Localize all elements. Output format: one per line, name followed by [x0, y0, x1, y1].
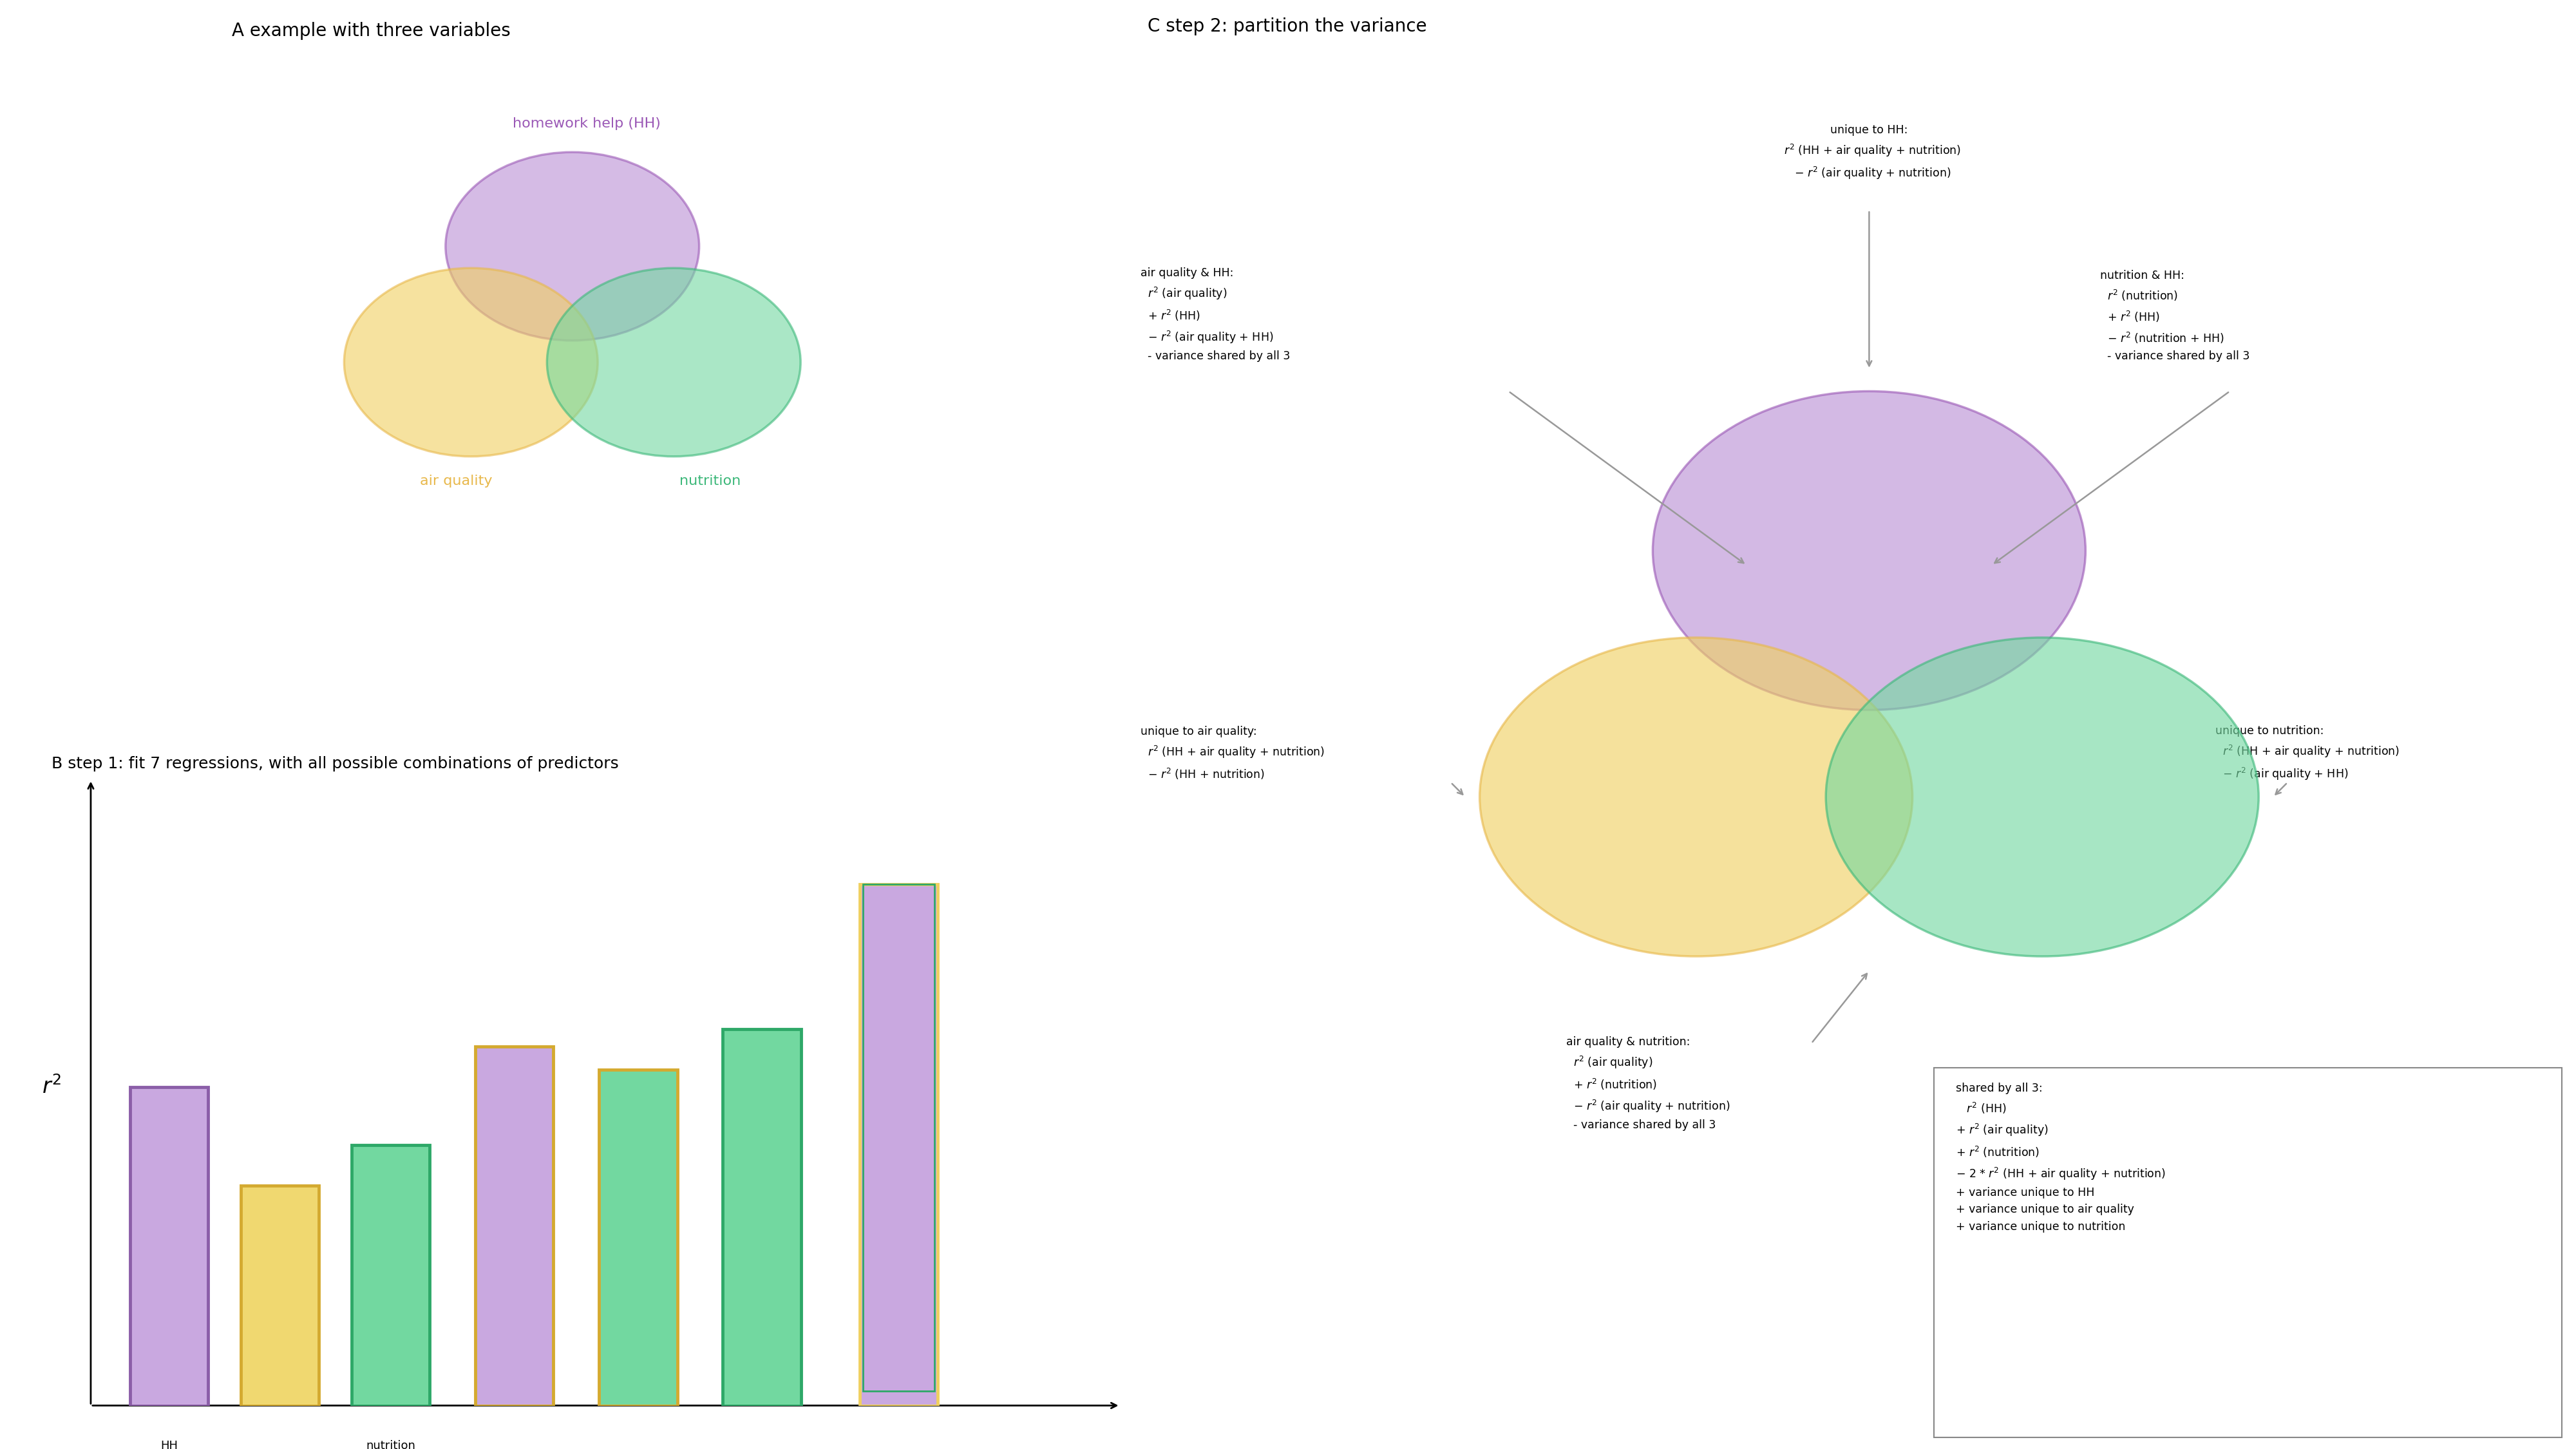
- Bar: [129, 1087, 209, 1406]
- Ellipse shape: [1479, 638, 1911, 956]
- Text: air quality & nutrition:
  $r^2$ (air quality)
  $+$ $r^2$ (nutrition)
  $-$ $r^: air quality & nutrition: $r^2$ (air qual…: [1566, 1036, 1731, 1130]
- Text: nutrition & HH:
  $r^2$ (nutrition)
  $+$ $r^2$ (HH)
  $-$ $r^2$ (nutrition + HH: nutrition & HH: $r^2$ (nutrition) $+$ $r…: [2099, 270, 2249, 362]
- Text: homework help (HH): homework help (HH): [513, 117, 662, 130]
- Bar: [350, 1145, 430, 1406]
- Text: $r^2$: $r^2$: [41, 1075, 62, 1098]
- Text: shared by all 3:
   $r^2$ (HH)
$+$ $r^2$ (air quality)
$+$ $r^2$ (nutrition)
$-$: shared by all 3: $r^2$ (HH) $+$ $r^2$ (a…: [1955, 1082, 2166, 1233]
- Bar: [240, 1185, 319, 1406]
- Ellipse shape: [446, 152, 698, 341]
- Ellipse shape: [546, 268, 801, 456]
- Bar: [724, 1029, 801, 1406]
- Text: C step 2: partition the variance: C step 2: partition the variance: [1149, 17, 1427, 35]
- Bar: [863, 884, 935, 1391]
- Text: air quality & HH:
  $r^2$ (air quality)
  $+$ $r^2$ (HH)
  $-$ $r^2$ (air qualit: air quality & HH: $r^2$ (air quality) $+…: [1141, 268, 1291, 362]
- Text: nutrition: nutrition: [680, 475, 742, 487]
- Bar: [860, 884, 938, 1406]
- Text: air quality: air quality: [420, 475, 492, 487]
- Text: unique to air quality:
  $r^2$ (HH + air quality + nutrition)
  $-$ $r^2$ (HH + : unique to air quality: $r^2$ (HH + air q…: [1141, 726, 1324, 781]
- Text: unique to nutrition:
  $r^2$ (HH + air quality + nutrition)
  $-$ $r^2$ (air qua: unique to nutrition: $r^2$ (HH + air qua…: [2215, 724, 2398, 782]
- Bar: [600, 1069, 677, 1406]
- Bar: [474, 1046, 554, 1406]
- Text: nutrition: nutrition: [366, 1440, 415, 1449]
- Text: unique to HH:
  $r^2$ (HH + air quality + nutrition)
  $-$ $r^2$ (air quality + : unique to HH: $r^2$ (HH + air quality + …: [1777, 125, 1960, 181]
- Ellipse shape: [345, 268, 598, 456]
- Ellipse shape: [1654, 391, 2087, 710]
- Text: HH: HH: [160, 1440, 178, 1449]
- FancyBboxPatch shape: [1935, 1068, 2561, 1437]
- Text: B step 1: fit 7 regressions, with all possible combinations of predictors: B step 1: fit 7 regressions, with all po…: [52, 756, 618, 772]
- Ellipse shape: [1826, 638, 2259, 956]
- Text: A example with three variables: A example with three variables: [232, 22, 510, 39]
